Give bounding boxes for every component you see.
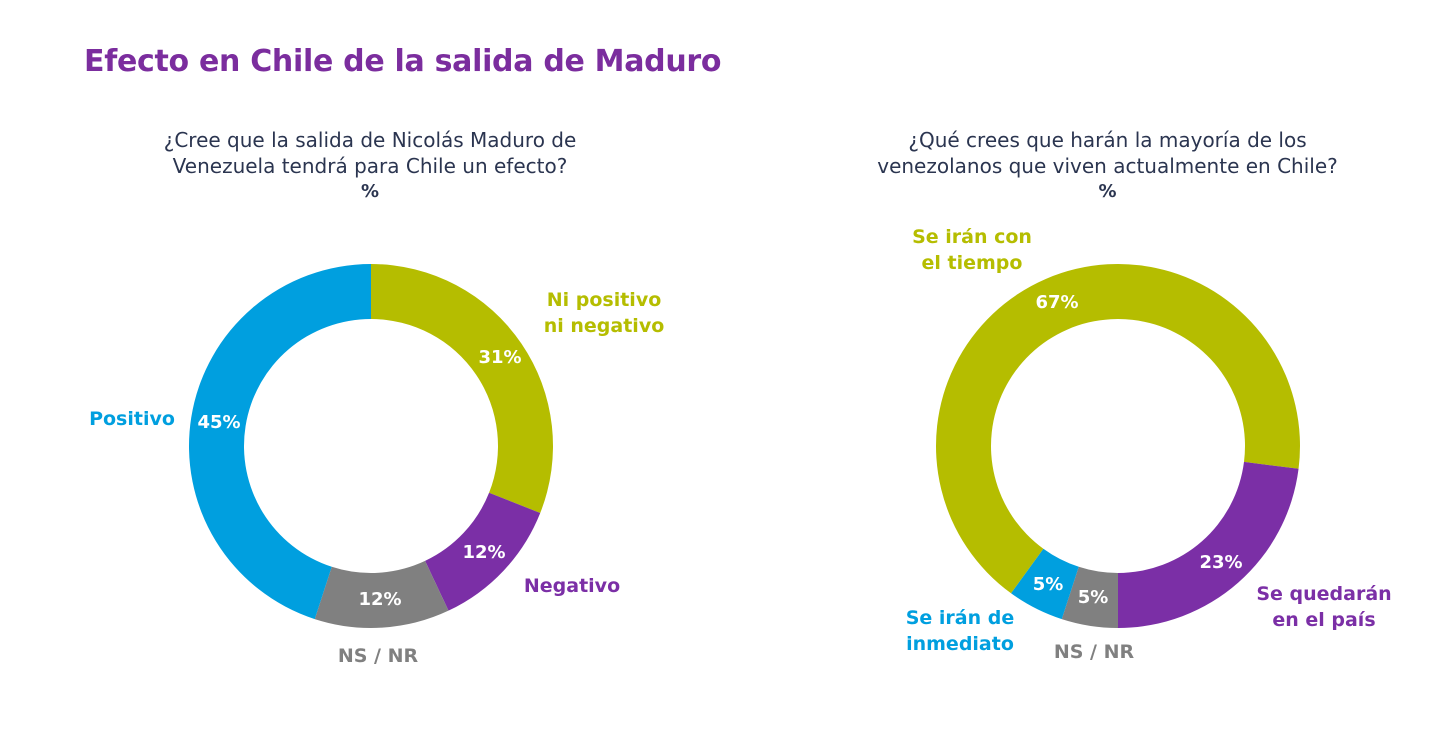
slice-category-label: Se irán con el tiempo <box>912 226 1032 274</box>
slice-value-label: 45% <box>197 412 240 433</box>
donut-chart-2: 5% 5% 67% 23% NS / NR Se irán de inmediato Se i… <box>906 226 1392 663</box>
donut-slice <box>1011 548 1079 620</box>
donut-slice <box>1061 566 1118 628</box>
slice-category-label: Ni positivo ni negativo <box>544 289 665 337</box>
slice-value-label: 5% <box>1033 574 1064 595</box>
slice-value-label: 12% <box>462 542 505 563</box>
slice-category-label: Positivo <box>89 408 175 430</box>
slice-category-label: NS / NR <box>1054 641 1135 663</box>
donut-slice <box>188 264 371 620</box>
slice-value-label: 23% <box>1199 552 1242 573</box>
chart-1-question-line-2: Venezuela tendrá para Chile un efecto? <box>172 154 568 178</box>
donut-slice <box>314 560 449 628</box>
slice-value-label: 67% <box>1035 292 1078 313</box>
page-title: Efecto en Chile de la salida de Maduro <box>84 44 722 79</box>
chart-1-question: ¿Cree que la salida de Nicolás Maduro de… <box>120 127 620 205</box>
slice-category-label: Se quedarán en el país <box>1256 583 1391 631</box>
chart-2-question-line-1: ¿Qué crees que harán la mayoría de los <box>908 128 1307 152</box>
chart-1-unit: % <box>360 181 380 202</box>
chart-1-question-line-1: ¿Cree que la salida de Nicolás Maduro de <box>163 128 577 152</box>
slice-category-label: Se irán de inmediato <box>906 607 1015 655</box>
donut-chart-1: 31% 12% 12% 45% Ni positivo ni negativo Negati… <box>89 264 664 667</box>
chart-2-question-line-2: venezolanos que viven actualmente en Chi… <box>877 154 1338 178</box>
slice-value-label: 31% <box>478 347 521 368</box>
slice-value-label: 5% <box>1078 587 1109 608</box>
slice-value-label: 12% <box>358 589 401 610</box>
slice-category-label: Negativo <box>524 575 620 597</box>
chart-2-question: ¿Qué crees que harán la mayoría de los v… <box>830 127 1385 205</box>
donut-slice <box>936 264 1300 594</box>
donut-slice <box>371 264 553 513</box>
chart-2-unit: % <box>1098 181 1117 202</box>
donut-slice <box>425 492 541 611</box>
slice-category-label: NS / NR <box>338 645 419 667</box>
donut-slice <box>1118 461 1299 628</box>
